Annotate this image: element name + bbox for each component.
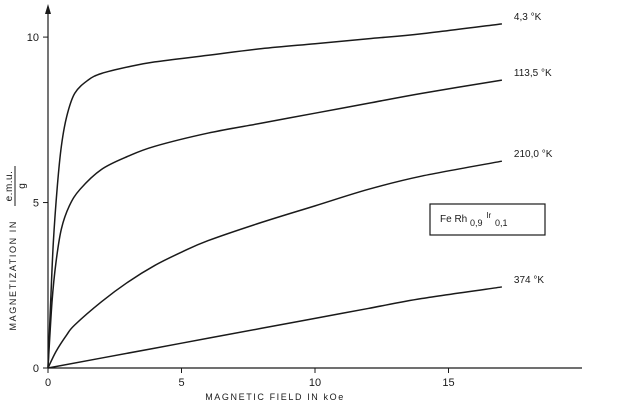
axes-group bbox=[45, 4, 582, 369]
x-axis-title: MAGNETIC FIELD IN kOe bbox=[205, 392, 345, 402]
series-line-2 bbox=[47, 79, 503, 369]
ticks-group: 0 5 10 15 0 5 10 bbox=[27, 32, 455, 389]
y-tick-label: 0 bbox=[33, 363, 39, 375]
legend-box bbox=[429, 203, 546, 236]
y-axis-unit-denominator: g bbox=[17, 183, 28, 189]
x-tick-label: 10 bbox=[309, 377, 321, 389]
y-axis-title-prefix: MAGNETIZATION IN bbox=[8, 220, 18, 330]
x-tick-label: 5 bbox=[178, 377, 184, 389]
series-group bbox=[47, 23, 503, 369]
y-axis-arrow-icon bbox=[45, 4, 51, 14]
y-axis-title: MAGNETIZATION IN e.m.u. g bbox=[4, 166, 28, 330]
y-axis-unit-numerator: e.m.u. bbox=[4, 171, 15, 202]
series-line-4 bbox=[47, 286, 503, 369]
legend-formula-base: Fe Rh bbox=[440, 214, 467, 225]
series-label-1: 4,3 °K bbox=[514, 12, 542, 23]
series-label-3: 210,0 °K bbox=[514, 149, 553, 160]
y-tick-label: 10 bbox=[27, 32, 39, 44]
series-label-4: 374 °K bbox=[514, 275, 544, 286]
series-line-3 bbox=[47, 160, 503, 369]
series-label-2: 113,5 °K bbox=[514, 68, 552, 79]
legend-formula-sub2: 0,1 bbox=[495, 218, 508, 228]
legend: Fe Rh 0,9 Ir 0,1 bbox=[429, 203, 546, 236]
series-labels-group: 4,3 °K 113,5 °K 210,0 °K 374 °K bbox=[514, 12, 553, 286]
legend-formula-ir: Ir bbox=[486, 211, 491, 220]
x-tick-label: 15 bbox=[442, 377, 454, 389]
legend-formula-sub1: 0,9 bbox=[470, 218, 483, 228]
series-line-1 bbox=[47, 23, 502, 369]
legend-formula: Fe Rh 0,9 Ir 0,1 bbox=[440, 210, 508, 229]
y-tick-label: 5 bbox=[33, 198, 39, 210]
x-tick-label: 0 bbox=[45, 377, 51, 389]
